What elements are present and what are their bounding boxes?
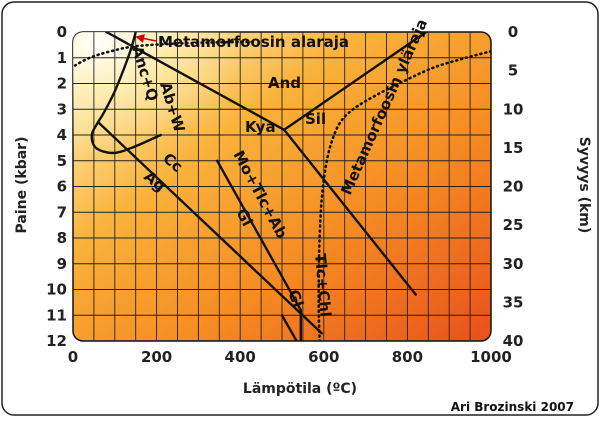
y-tick-label-right: 30	[503, 255, 524, 273]
y-tick-label-left: 10	[46, 281, 67, 299]
y-tick-label-left: 12	[46, 332, 67, 350]
y-tick-label-right: 5	[508, 62, 518, 80]
x-tick-label: 600	[308, 348, 339, 366]
boundary-line	[105, 32, 286, 131]
label-meta-lower: Metamorfoosin alaraja	[158, 33, 349, 51]
y-tick-label-left: 3	[57, 100, 67, 118]
grid	[73, 32, 491, 341]
y-tick-label-left: 4	[57, 126, 67, 144]
x-tick-label: 1000	[470, 348, 512, 366]
x-tick-label: 800	[392, 348, 423, 366]
y-axis-label-left: Paine (kbar)	[14, 137, 30, 234]
label-tlc-chl: Tlc+Chl	[311, 253, 334, 318]
y-axis-label-right: Syvyys (km)	[576, 137, 592, 234]
y-tick-label-right: 0	[508, 23, 518, 41]
y-tick-label-left: 1	[57, 49, 67, 67]
y-tick-label-right: 40	[503, 332, 524, 350]
label-kya: Kya	[245, 118, 276, 136]
y-tick-label-right: 35	[503, 293, 524, 311]
x-tick-label: 200	[141, 348, 172, 366]
reaction-curve	[90, 32, 162, 155]
y-tick-label-left: 9	[57, 255, 67, 273]
credit-text: Ari Brozinski 2007	[451, 400, 574, 414]
boundary-line	[282, 32, 428, 131]
x-axis-label: Lämpötila (ºC)	[243, 381, 357, 397]
y-tick-label-left: 6	[57, 178, 67, 196]
metamorphism-limit-curve	[317, 50, 491, 341]
x-tick-label: 0	[68, 348, 78, 366]
y-tick-label-right: 15	[503, 139, 524, 157]
y-tick-label-left: 0	[57, 23, 67, 41]
label-sil: Sil	[305, 110, 326, 128]
y-tick-label-right: 25	[503, 216, 524, 234]
boundary-line	[280, 314, 298, 341]
meta-lower-arrow	[135, 34, 157, 43]
label-and: And	[268, 74, 301, 92]
x-tick-label: 400	[225, 348, 256, 366]
y-tick-label-right: 10	[503, 100, 524, 118]
boundary-line	[282, 128, 417, 296]
y-tick-label-right: 20	[503, 178, 524, 196]
tick-labels: 0 200 400 600 800 100001234567891011120510152…	[46, 23, 523, 366]
boundary-line	[96, 120, 323, 335]
metamorphism-limit-curve	[73, 40, 254, 67]
y-tick-label-left: 11	[46, 306, 67, 324]
boundary-lines	[73, 32, 491, 341]
label-gl-2: Gl	[284, 287, 307, 310]
y-tick-label-left: 7	[57, 203, 67, 221]
y-tick-label-left: 8	[57, 229, 67, 247]
label-gl-1: Gl	[232, 205, 256, 229]
boundary-line	[216, 159, 302, 312]
y-tick-label-left: 2	[57, 75, 67, 93]
y-tick-label-left: 5	[57, 152, 67, 170]
